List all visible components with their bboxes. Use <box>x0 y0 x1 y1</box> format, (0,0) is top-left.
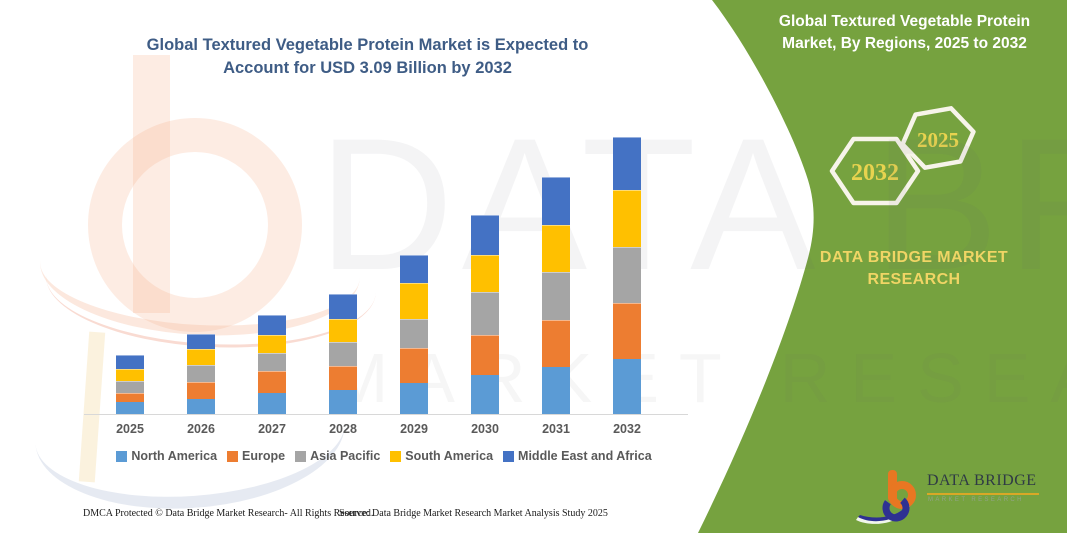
bar-2027 <box>258 314 286 414</box>
logo-underline <box>927 493 1039 495</box>
bar-segment-north-america <box>258 392 286 414</box>
hexagon-2032-label: 2032 <box>851 160 899 186</box>
bar-2029 <box>400 255 428 414</box>
bar-segment-asia-pacific <box>187 364 215 382</box>
bar-segment-middle-east-and-africa <box>542 176 570 225</box>
data-bridge-logo-icon <box>856 470 916 524</box>
bar-segment-north-america <box>187 398 215 414</box>
chart-title: Global Textured Vegetable Protein Market… <box>75 34 660 80</box>
bar-2026 <box>187 333 215 414</box>
logo-tagline: MARKET RESEARCH <box>928 497 1024 503</box>
bar-segment-asia-pacific <box>471 292 499 336</box>
footer-copyright: DMCA Protected © Data Bridge Market Rese… <box>83 508 374 519</box>
bar-segment-asia-pacific <box>613 246 641 303</box>
legend-swatch-europe <box>227 450 239 462</box>
bar-segment-middle-east-and-africa <box>258 314 286 336</box>
x-axis-label-2026: 2026 <box>187 422 215 436</box>
legend-item-europe: Europe <box>227 449 285 463</box>
bar-segment-south-america <box>542 224 570 273</box>
x-axis-label-2029: 2029 <box>400 422 428 436</box>
bar-segment-europe <box>542 319 570 368</box>
bar-segment-europe <box>613 302 641 360</box>
bar-segment-europe <box>116 392 144 403</box>
bar-2032 <box>613 137 641 414</box>
bar-segment-europe <box>329 365 357 390</box>
bar-2025 <box>116 355 144 414</box>
legend-label-south-america: South America <box>405 449 494 463</box>
hexagon-2025 <box>900 106 976 170</box>
watermark-text-row2: MARKET RESEARCH <box>330 339 1067 417</box>
chart-legend: North America Europe Asia Pacific South Ame… <box>88 449 680 463</box>
legend-swatch-north-america <box>116 450 128 462</box>
bar-segment-south-america <box>258 335 286 354</box>
chart-title-line2: Account for USD 3.09 Billion by 2032 <box>223 59 512 77</box>
x-axis-label-2025: 2025 <box>116 422 144 436</box>
bar-segment-north-america <box>329 389 357 414</box>
x-axis-label-2032: 2032 <box>613 422 641 436</box>
legend-swatch-south-america <box>390 450 402 462</box>
side-panel-title: Global Textured Vegetable Protein Market… <box>752 11 1057 54</box>
plot-area stacked-bar-chart: 2025 2026 2027 2028 2029 2030 2031 2032 <box>84 120 688 436</box>
bar-segment-south-america <box>329 319 357 343</box>
bar-segment-asia-pacific <box>400 319 428 348</box>
legend-label-asia-pacific: Asia Pacific <box>310 449 381 463</box>
bar-2031 <box>542 176 570 414</box>
data-bridge-logo-text: DATA BRIDGE <box>927 472 1037 489</box>
bar-segment-north-america <box>542 367 570 414</box>
bar-segment-europe <box>400 347 428 383</box>
bar-segment-north-america <box>471 374 499 414</box>
brand-name-text: DATA BRIDGE MARKET RESEARCH <box>794 247 1034 291</box>
x-axis-label-2031: 2031 <box>542 422 570 436</box>
bar-segment-south-america <box>613 190 641 247</box>
bar-segment-middle-east-and-africa <box>471 215 499 255</box>
watermark-text-row1: DATA BRIDGE <box>318 99 1067 309</box>
legend-item-asia-pacific: Asia Pacific <box>295 449 380 463</box>
legend-swatch-asia-pacific <box>295 450 307 462</box>
legend-item-south-america: South America <box>390 449 493 463</box>
legend-label-europe: Europe <box>242 449 286 463</box>
legend-label-middle-east-and-africa: Middle East and Africa <box>518 449 652 463</box>
x-axis-label-2027: 2027 <box>258 422 286 436</box>
bar-segment-north-america <box>116 402 144 414</box>
bar-segment-middle-east-and-africa <box>329 293 357 320</box>
brand-name-line2: RESEARCH <box>867 271 961 288</box>
bar-segment-north-america <box>613 359 641 414</box>
bar-segment-asia-pacific <box>329 342 357 366</box>
bar-2030 <box>471 215 499 414</box>
bar-segment-europe <box>258 371 286 393</box>
bar-segment-north-america <box>400 382 428 414</box>
bar-2028 <box>329 293 357 414</box>
bar-segment-south-america <box>187 348 215 365</box>
bar-segment-middle-east-and-africa <box>400 255 428 284</box>
bar-segment-europe <box>471 335 499 375</box>
hexagon-2032 <box>829 136 921 206</box>
bar-segment-south-america <box>400 283 428 320</box>
brand-name-line1: DATA BRIDGE MARKET <box>819 249 1009 266</box>
side-panel-title-line2: Market, By Regions, 2025 to 2032 <box>782 34 1027 52</box>
bar-segment-europe <box>187 381 215 399</box>
bar-segment-middle-east-and-africa <box>187 333 215 349</box>
bar-segment-south-america <box>116 369 144 381</box>
bar-segment-asia-pacific <box>542 272 570 320</box>
x-axis-label-2030: 2030 <box>471 422 499 436</box>
legend-label-north-america: North America <box>131 449 218 463</box>
legend-item-middle-east-and-africa: Middle East and Africa <box>503 449 652 463</box>
legend-item-north-america: North America <box>116 449 217 463</box>
bar-segment-south-america <box>471 254 499 293</box>
bar-segment-middle-east-and-africa <box>116 355 144 370</box>
side-panel-title-line1: Global Textured Vegetable Protein <box>778 13 1031 30</box>
chart-title-line1: Global Textured Vegetable Protein Market… <box>146 36 589 54</box>
x-axis-label-2028: 2028 <box>329 422 357 436</box>
bar-segment-asia-pacific <box>258 353 286 371</box>
legend-swatch-middle-east-and-africa <box>503 450 515 462</box>
hexagon-2025-label: 2025 <box>917 128 959 152</box>
footer-source: Source: Data Bridge Market Research Mark… <box>339 508 608 519</box>
bar-segment-middle-east-and-africa <box>613 137 641 191</box>
bar-segment-asia-pacific <box>116 380 144 393</box>
